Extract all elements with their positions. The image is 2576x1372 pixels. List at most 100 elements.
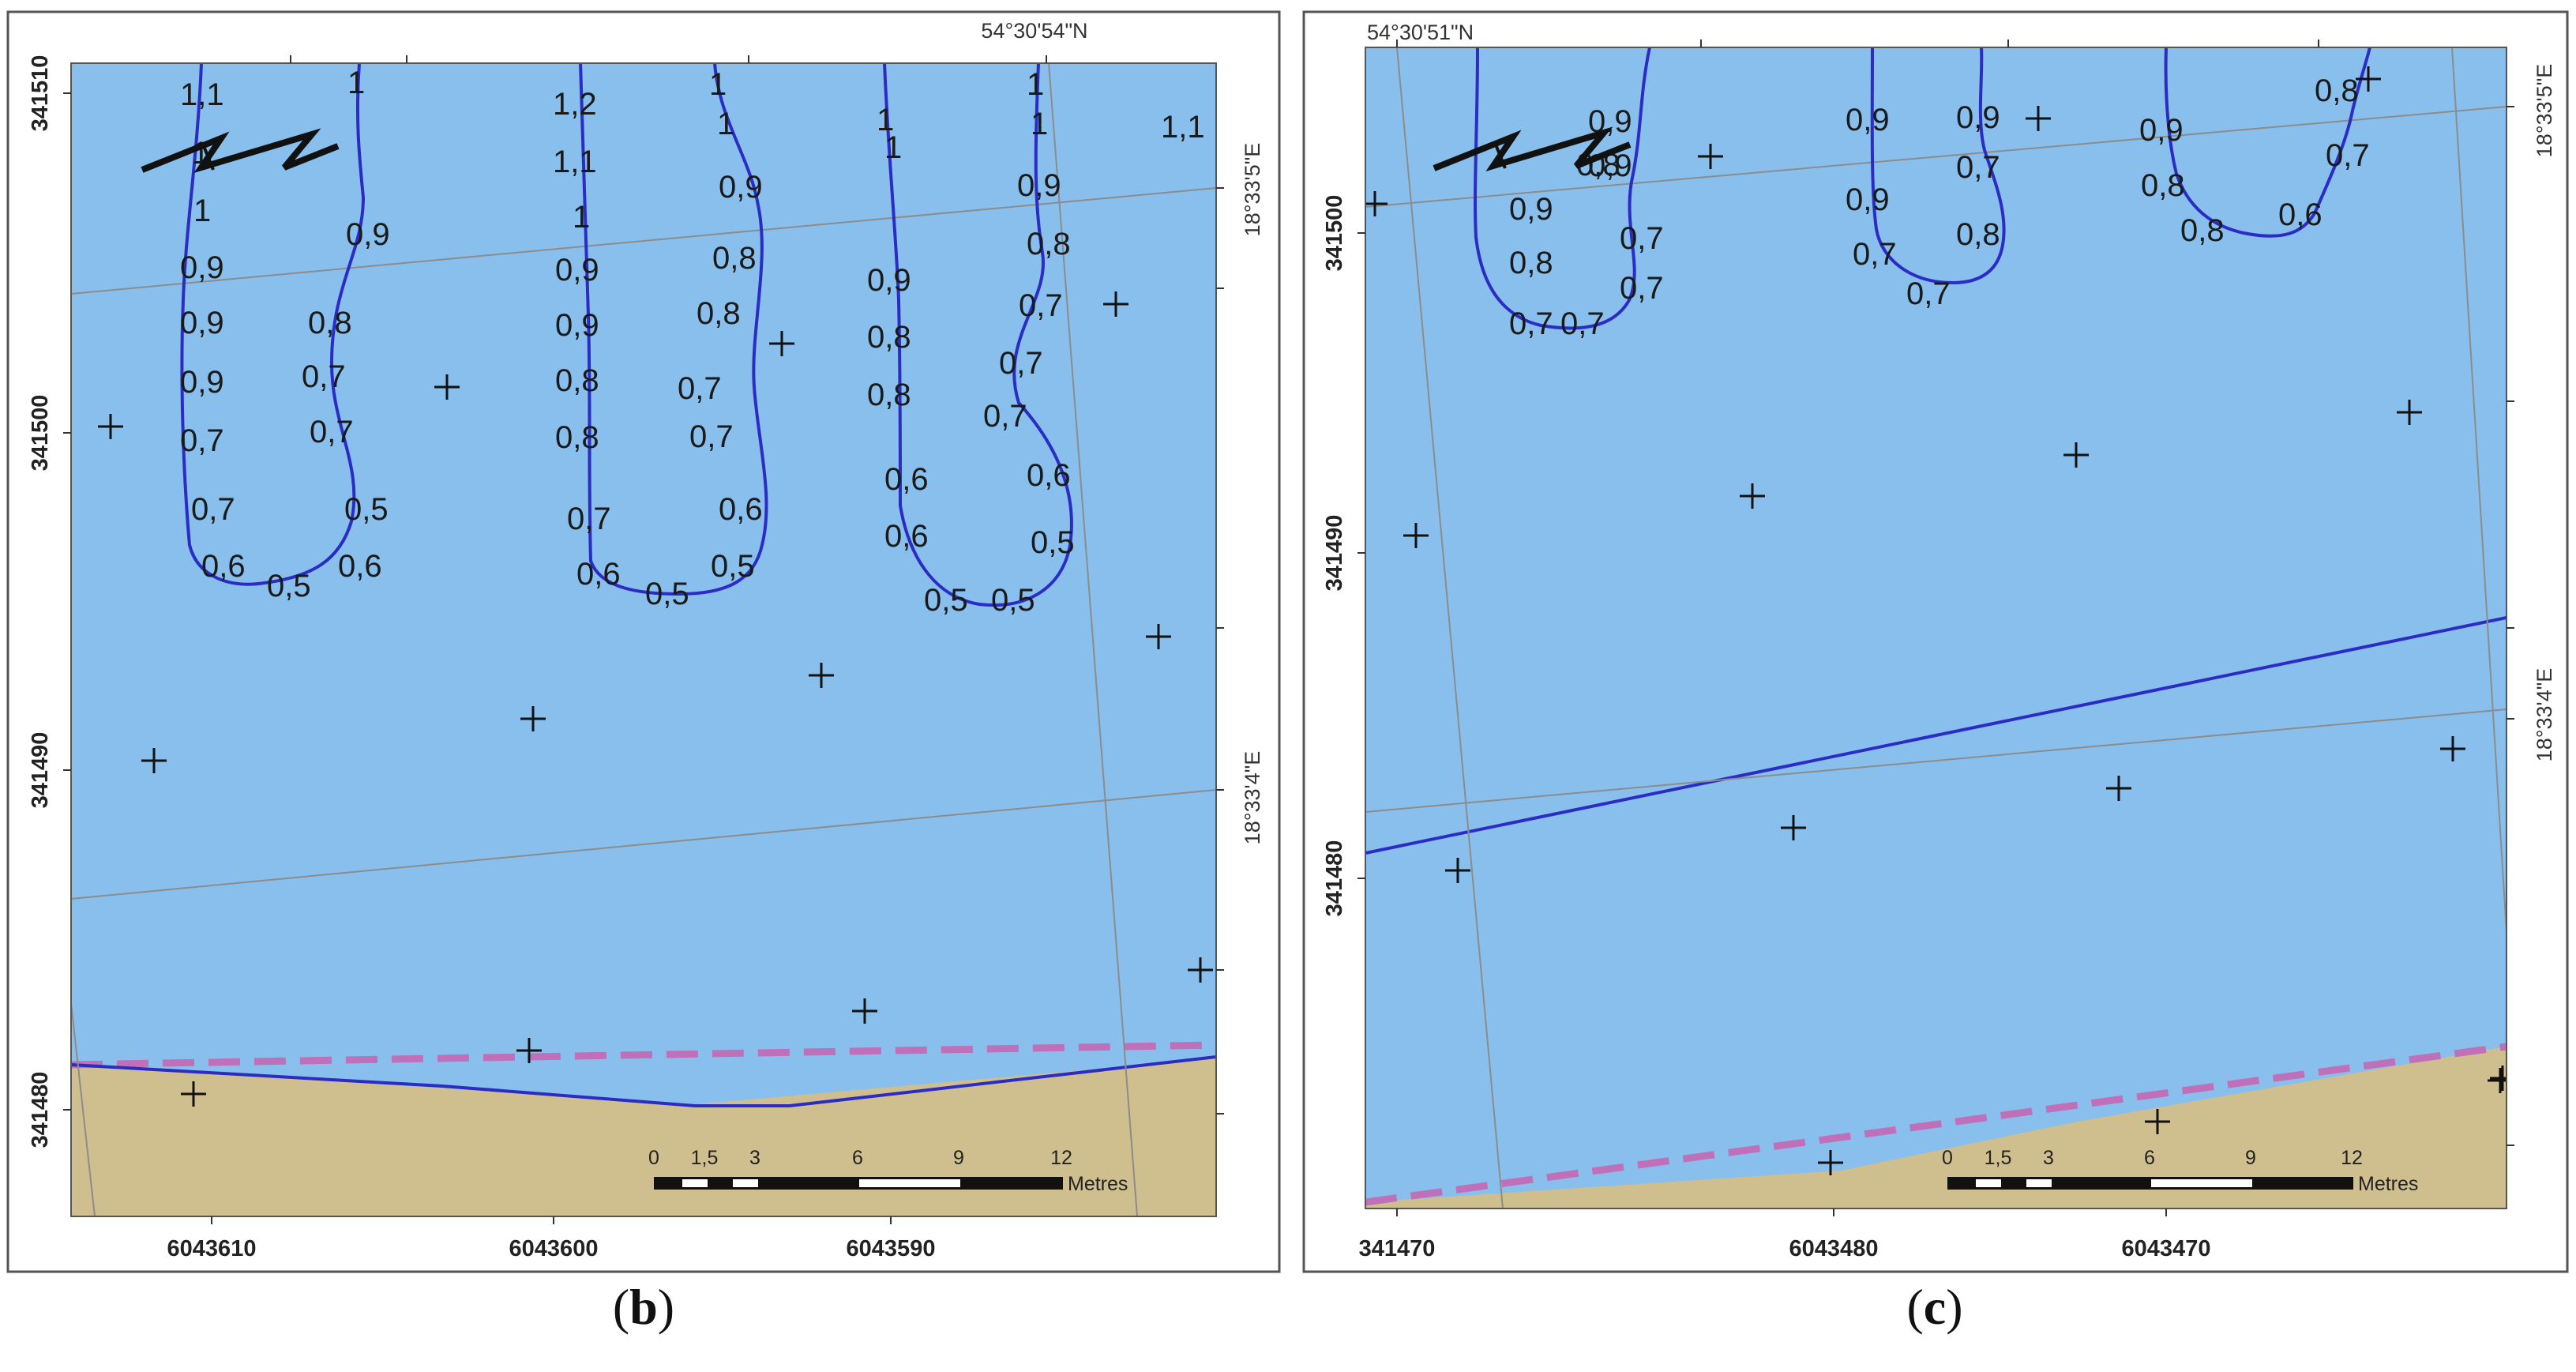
crosshair-marker-icon bbox=[516, 1038, 542, 1063]
right-coordinate: 18°33'4"E bbox=[2533, 668, 2556, 762]
scale-tick: 12 bbox=[2341, 1147, 2363, 1169]
depth-label: 0,9 bbox=[867, 263, 911, 298]
left-axis-tick: 341480 bbox=[28, 1072, 53, 1148]
depth-label: 0,5 bbox=[645, 577, 689, 611]
bottom-axis-tick: 6043600 bbox=[509, 1236, 599, 1261]
depth-label: 0,9 bbox=[346, 217, 390, 252]
crosshair-marker-icon bbox=[1188, 957, 1213, 983]
crosshair-marker-icon bbox=[2397, 400, 2422, 425]
depth-label: 0,8 bbox=[308, 306, 352, 340]
north-arrow-icon bbox=[1433, 126, 1632, 172]
crosshair-marker-icon bbox=[434, 374, 460, 400]
depth-label: 1 bbox=[709, 67, 727, 102]
crosshair-marker-icon bbox=[2106, 776, 2131, 801]
depth-label: 0,9 bbox=[1509, 192, 1553, 227]
depth-label: 0,6 bbox=[1027, 458, 1071, 493]
left-axis-tick: 341500 bbox=[1322, 195, 1347, 272]
depth-label: 0,6 bbox=[338, 549, 382, 584]
depth-label: 1 bbox=[1027, 67, 1044, 102]
depth-label: 0,8 bbox=[712, 241, 757, 276]
depth-label: 0,5 bbox=[711, 549, 755, 584]
crosshair-marker-icon bbox=[520, 706, 546, 731]
crosshair-marker-icon bbox=[809, 663, 834, 688]
depth-label: 0,8 bbox=[697, 296, 741, 331]
scale-tick: 6 bbox=[2144, 1147, 2155, 1169]
graticule-line bbox=[1396, 47, 1504, 1208]
depth-contour bbox=[180, 63, 366, 586]
depth-label: 1 bbox=[717, 107, 734, 141]
depth-label: 0,7 bbox=[2326, 138, 2370, 173]
depth-label: 0,6 bbox=[576, 557, 621, 592]
depth-labels: 0,90,90,80,90,80,7 0,70,70,70,90,90,70,90… bbox=[1509, 73, 2370, 341]
scale-tick: 3 bbox=[2043, 1147, 2054, 1169]
depth-label: 0,6 bbox=[719, 492, 763, 527]
depth-label: 0,5 bbox=[924, 583, 968, 618]
crosshair-marker-icon bbox=[1818, 1150, 1843, 1175]
left-axis-tick: 341490 bbox=[28, 732, 53, 809]
crosshair-marker-icon bbox=[1740, 483, 1765, 509]
left-axis-tick: 341480 bbox=[1322, 840, 1347, 917]
scale-bar: 0 1,5 3 6 9 12 Metres bbox=[1942, 1147, 2418, 1195]
depth-label: 0,7 bbox=[678, 371, 722, 406]
crosshair-marker-icon bbox=[2488, 1068, 2507, 1093]
crosshair-marker-icon bbox=[1403, 523, 1429, 548]
graticule-line bbox=[1365, 106, 2507, 208]
depth-label: 1,1 bbox=[180, 77, 224, 112]
graticule-line bbox=[2451, 47, 2507, 933]
scale-tick: 1,5 bbox=[1985, 1147, 2012, 1169]
depth-label: 0,8 bbox=[555, 420, 599, 455]
bottom-axis-tick: 6043480 bbox=[1789, 1236, 1879, 1261]
depth-label: 0,7 bbox=[191, 492, 235, 527]
north-arrow-icon bbox=[141, 128, 340, 174]
depth-label: 0,8 bbox=[867, 378, 911, 412]
depth-contour bbox=[1870, 47, 2006, 285]
caption-c: (c) bbox=[1906, 1279, 1963, 1335]
depth-label: 0,8 bbox=[1956, 217, 2000, 252]
depth-label: 0,7 bbox=[1906, 276, 1951, 311]
land-area bbox=[1365, 1047, 2507, 1208]
bottom-axis-tick: 6043590 bbox=[847, 1236, 936, 1261]
bottom-axis-tick: 6043470 bbox=[2122, 1236, 2211, 1261]
right-coordinate: 18°33'5"E bbox=[1241, 143, 1264, 237]
zero-depth-contour bbox=[1365, 616, 2507, 855]
scale-tick: 12 bbox=[1050, 1147, 1072, 1169]
depth-label: 0,7 bbox=[1560, 306, 1605, 341]
crosshair-marker-icon bbox=[1698, 144, 1723, 169]
depth-label: 0,6 bbox=[884, 519, 929, 554]
shoreline bbox=[1365, 1043, 2507, 1206]
scale-bar: 0 1,5 3 6 9 12 Metres bbox=[648, 1147, 1128, 1195]
bottom-axis-tick: 341470 bbox=[1359, 1236, 1436, 1261]
graticule-line bbox=[1365, 709, 2507, 813]
depth-label: 1 bbox=[573, 200, 590, 235]
scale-tick: 0 bbox=[648, 1147, 659, 1169]
depth-label: 0,8 bbox=[1027, 227, 1071, 261]
survey-markers bbox=[1365, 66, 2507, 1175]
depth-label: 1,1 bbox=[1161, 110, 1205, 145]
depth-label: 0,7 bbox=[1620, 271, 1664, 306]
graticule-line bbox=[71, 1002, 96, 1216]
crosshair-marker-icon bbox=[852, 998, 877, 1024]
crosshair-marker-icon bbox=[98, 414, 123, 439]
crosshair-marker-icon bbox=[2063, 442, 2089, 468]
depth-labels: 1,1110,90,90,90,70,70,60,50,60,50,70,70,… bbox=[180, 66, 1205, 618]
bottom-axis-tick: 6043610 bbox=[167, 1236, 257, 1261]
depth-label: 0,7 bbox=[1019, 288, 1063, 323]
left-axis-tick: 341510 bbox=[28, 55, 53, 132]
crosshair-marker-icon bbox=[1103, 291, 1128, 317]
right-coordinate: 18°33'4"E bbox=[1241, 751, 1264, 845]
frame-ticks bbox=[1357, 39, 2514, 1216]
depth-label: 1 bbox=[884, 130, 902, 165]
depth-label: 1 bbox=[193, 194, 211, 228]
depth-label: 1 bbox=[877, 103, 894, 137]
depth-label: 0,9 bbox=[2139, 113, 2184, 148]
depth-label: 0,8 bbox=[867, 320, 911, 355]
graticule-line bbox=[1048, 63, 1138, 1216]
depth-label: 0,6 bbox=[2278, 197, 2323, 232]
crosshair-marker-icon bbox=[1781, 815, 1806, 840]
depth-label: 0,7 bbox=[302, 359, 346, 394]
depth-label: 0,8 bbox=[2141, 168, 2185, 203]
crosshair-marker-icon bbox=[2356, 66, 2381, 92]
depth-label: 0,5 bbox=[344, 492, 389, 527]
depth-contour bbox=[2164, 47, 2371, 238]
caption-b: (b) bbox=[612, 1279, 675, 1335]
